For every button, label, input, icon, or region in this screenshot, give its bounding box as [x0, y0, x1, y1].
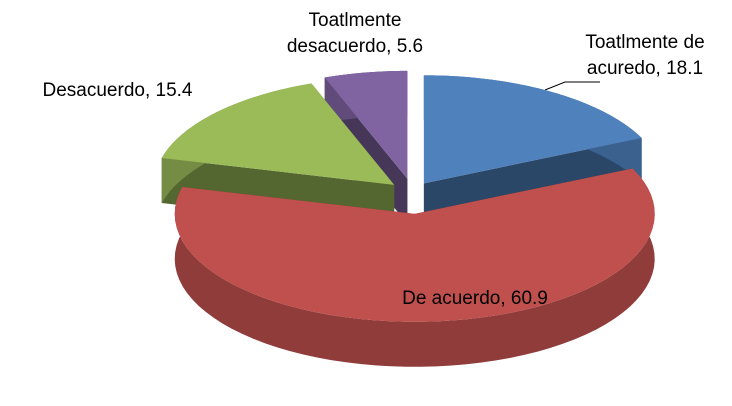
data-label: De acuerdo, 60.9	[402, 288, 548, 309]
slice	[174, 168, 655, 322]
slice-side	[174, 168, 655, 367]
data-label: Toatlmente de acuredo, 18.1	[585, 32, 705, 79]
slice	[324, 70, 408, 179]
leader-line	[544, 81, 600, 91]
data-label: Desacuerdo, 15.4	[42, 80, 193, 101]
data-label: Toatlmente desacuerdo, 5.6	[286, 10, 424, 57]
slice	[423, 75, 642, 184]
slice	[161, 83, 395, 185]
